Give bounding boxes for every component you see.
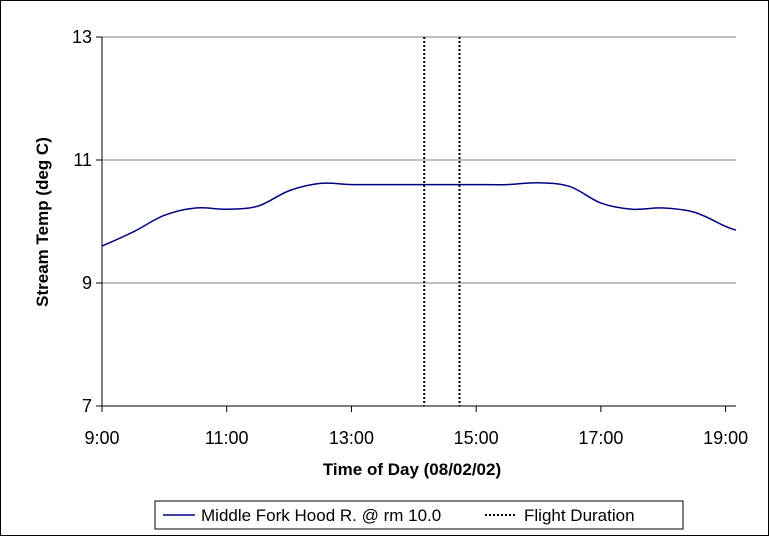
axes — [101, 37, 736, 407]
series-line-middle-fork — [101, 181, 737, 247]
legend-box — [154, 500, 684, 530]
legend-label-middle-fork: Middle Fork Hood R. @ rm 10.0 — [201, 506, 441, 525]
plot-area — [102, 37, 736, 406]
x-tick-label: 17:00 — [578, 428, 623, 448]
series-layer — [101, 37, 737, 406]
gridlines — [102, 36, 736, 284]
legend-label-flight-duration: Flight Duration — [524, 506, 635, 525]
y-tick-label: 7 — [82, 396, 92, 416]
x-tick-label: 13:00 — [329, 428, 374, 448]
x-tick-label: 15:00 — [454, 428, 499, 448]
x-tick-label: 9:00 — [84, 428, 119, 448]
y-axis-ticks: 7 9 11 13 — [72, 27, 102, 416]
y-tick-label: 13 — [72, 27, 92, 47]
y-tick-label: 11 — [73, 150, 92, 170]
y-tick-label: 9 — [82, 273, 92, 293]
x-tick-label: 19:00 — [703, 428, 748, 448]
x-axis-ticks: 9:00 11:00 13:00 15:00 17:00 19:00 — [84, 406, 748, 448]
x-tick-label: 11:00 — [205, 428, 249, 448]
y-axis-title: Stream Temp (deg C) — [33, 137, 52, 307]
legend: Middle Fork Hood R. @ rm 10.0 Flight Dur… — [154, 500, 684, 530]
x-axis-title: Time of Day (08/02/02) — [323, 460, 501, 479]
